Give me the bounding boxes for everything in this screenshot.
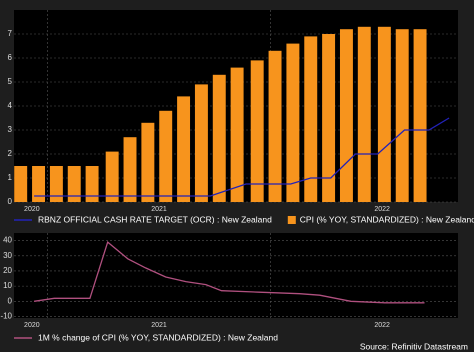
- bar: [67, 166, 81, 202]
- bar: [159, 110, 173, 202]
- x-tick-label: 2021: [151, 322, 167, 329]
- y-tick-label: 5: [8, 77, 13, 86]
- bar: [413, 29, 427, 203]
- y-tick-label: -10: [0, 312, 12, 321]
- bar: [123, 137, 137, 202]
- legend-swatch: [287, 216, 296, 224]
- y-tick-label: 1: [8, 173, 13, 182]
- bar: [395, 29, 409, 203]
- y-tick-label: 40: [3, 236, 12, 245]
- line: [34, 117, 450, 197]
- x-tick-label: 2020: [24, 322, 40, 329]
- bar: [212, 74, 226, 202]
- y-tick-label: 0: [8, 197, 13, 206]
- x-tick-label: 2020: [24, 206, 40, 213]
- bar: [177, 96, 191, 202]
- y-tick-label: 4: [8, 101, 13, 110]
- y-tick-label: 10: [3, 281, 12, 290]
- source: Source: Refinitiv Datastream: [360, 341, 468, 351]
- y-tick-label: 0: [8, 296, 13, 305]
- legend-label: 1M % change of CPI (% YOY, STANDARDIZED)…: [38, 332, 278, 342]
- y-tick-label: 6: [8, 53, 13, 62]
- bar: [49, 166, 63, 202]
- bar: [32, 166, 46, 202]
- y-tick-label: 3: [8, 125, 13, 134]
- legend-label: RBNZ OFFICIAL CASH RATE TARGET (OCR) : N…: [38, 214, 272, 224]
- y-tick-label: 7: [8, 29, 13, 38]
- bar: [322, 34, 336, 202]
- x-tick-label: 2022: [374, 322, 390, 329]
- bar: [230, 67, 244, 202]
- y-tick-label: 20: [3, 266, 12, 275]
- bar: [339, 29, 353, 203]
- legend-label: CPI (% YOY, STANDARDIZED) : New Zealand: [300, 214, 474, 224]
- x-tick-label: 2021: [151, 206, 167, 213]
- x-tick-label: 2022: [374, 206, 390, 213]
- bar: [268, 50, 282, 202]
- bar: [85, 166, 99, 202]
- bar: [377, 26, 391, 202]
- bar: [105, 151, 119, 202]
- bar: [250, 60, 264, 203]
- bar: [286, 43, 300, 202]
- bar: [304, 36, 318, 203]
- plot-area: [14, 233, 458, 318]
- bar: [14, 166, 28, 202]
- y-tick-label: 2: [8, 149, 13, 158]
- bar: [141, 122, 155, 202]
- bar: [357, 26, 371, 202]
- line: [34, 240, 425, 304]
- bar: [194, 84, 208, 202]
- y-tick-label: 30: [3, 251, 12, 260]
